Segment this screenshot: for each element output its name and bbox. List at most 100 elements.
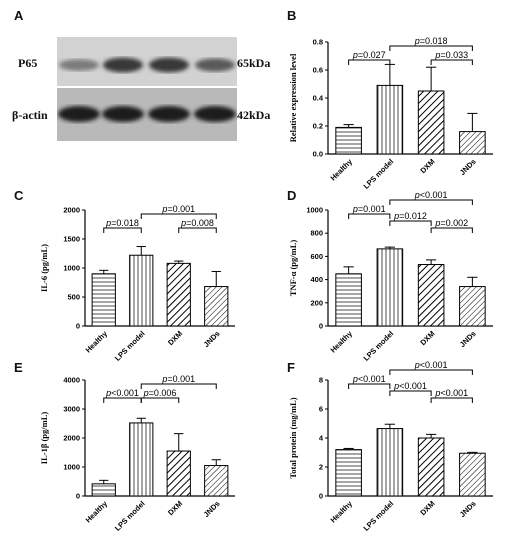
y-tick-label: 0 (76, 322, 80, 331)
p-value-label: p=0.001 (161, 204, 195, 214)
bar (459, 452, 486, 497)
bar (459, 286, 486, 327)
category-label: JNDs (458, 329, 478, 349)
bar (129, 254, 154, 327)
p-value-label: p<0.001 (393, 381, 427, 391)
y-tick-label: 0.0 (313, 150, 323, 159)
category-label: JNDs (202, 499, 222, 519)
y-tick-label: 500 (67, 293, 80, 302)
p-value-label: p=0.012 (393, 211, 427, 221)
p-value-label: p<0.001 (414, 360, 448, 370)
chart-tnf-alpha: 0 200 400 600 800 1000 TNF-α (pg/mL) Healthy LPS… (288, 190, 493, 363)
p65-band (149, 57, 189, 73)
p65-band (59, 59, 99, 71)
y-axis-title: Total protein (mg/mL) (288, 397, 298, 478)
bar (417, 437, 445, 497)
significance-bracket: p=0.008 (178, 218, 217, 233)
panel-letter-a: A (14, 8, 24, 23)
y-tick-label: 4000 (63, 376, 80, 385)
y-tick-label: 3000 (63, 405, 80, 414)
category-label: DXM (166, 329, 184, 347)
category-label: Healthy (329, 498, 355, 524)
actin-band (102, 106, 144, 122)
p-value-label: p=0.002 (434, 218, 468, 228)
category-label: DXM (418, 329, 436, 347)
category-label: LPS model (113, 329, 147, 363)
p65-band (103, 57, 143, 73)
category-label: Healthy (329, 156, 355, 182)
blot-actin-kda: 42kDa (237, 108, 271, 122)
y-tick-label: 0 (76, 492, 80, 501)
chart-il6: 0 500 1000 1500 2000 IL-6 (pg/mL) Healthy LPS m… (39, 204, 235, 363)
category-label: Healthy (329, 328, 355, 354)
panel-letter-e: E (14, 360, 23, 375)
significance-bracket: p=0.001 (140, 204, 217, 219)
bar (376, 84, 404, 155)
actin-band (58, 106, 100, 122)
significance-bracket: p<0.001 (103, 388, 142, 403)
western-blot-image (57, 37, 237, 141)
y-tick-label: 0.6 (313, 66, 323, 75)
significance-bracket: p=0.018 (389, 36, 473, 51)
p-value-label: p=0.006 (143, 388, 177, 398)
significance-bracket: p<0.001 (430, 388, 473, 403)
y-tick-label: 200 (310, 298, 323, 307)
chart-relative-expression: 0.0 0.2 0.4 0.6 0.8 Relative expression level… (288, 36, 493, 191)
significance-bracket: p<0.001 (389, 381, 432, 396)
p-value-label: p=0.027 (352, 50, 386, 60)
blot-p65-bands (59, 57, 235, 73)
significance-bracket: p=0.027 (348, 50, 391, 65)
significance-bracket: p=0.012 (389, 211, 432, 226)
p-value-label: p<0.001 (434, 388, 468, 398)
y-axis-title: IL-6 (pg/mL) (39, 244, 49, 292)
y-tick-label: 0.2 (313, 122, 323, 131)
bar (129, 422, 154, 497)
p-value-label: p<0.001 (352, 374, 386, 384)
category-label: JNDs (202, 329, 222, 349)
panel-letter-d: D (287, 188, 297, 203)
category-label: JNDs (458, 499, 478, 519)
blot-p65-label: P65 (18, 56, 38, 70)
bar (459, 131, 486, 155)
significance-bracket: p=0.001 (348, 204, 391, 219)
bar (335, 449, 362, 497)
p-value-label: p=0.008 (180, 218, 214, 228)
bar (204, 286, 229, 327)
y-tick-label: 1000 (63, 264, 80, 273)
significance-bracket: p=0.033 (430, 50, 473, 65)
y-tick-label: 2000 (63, 434, 80, 443)
y-axis-title: TNF-α (pg/mL) (288, 240, 298, 297)
chart-total-protein: 0 2 4 6 8 Total protein (mg/mL) Healthy LPS mod… (288, 360, 493, 533)
panel-letter-c: C (14, 188, 24, 203)
bar (166, 450, 191, 497)
bar (91, 483, 116, 497)
y-tick-label: 0 (319, 322, 323, 331)
significance-bracket: p=0.001 (140, 374, 217, 389)
category-label: Healthy (84, 498, 110, 524)
blot-p65-kda: 65kDa (237, 56, 271, 70)
category-label: JNDs (458, 157, 478, 177)
category-label: DXM (418, 499, 436, 517)
bar (417, 264, 445, 327)
category-label: DXM (166, 499, 184, 517)
y-tick-label: 4 (319, 434, 324, 443)
y-tick-label: 2 (319, 463, 323, 472)
category-label: Healthy (84, 328, 110, 354)
blot-actin-bands (58, 106, 236, 122)
category-label: LPS model (113, 499, 147, 533)
p-value-label: p=0.033 (434, 50, 468, 60)
actin-band (194, 106, 236, 122)
y-tick-label: 0.8 (313, 38, 323, 47)
y-axis-title: IL-1β (pg/mL) (39, 412, 49, 465)
significance-bracket: p<0.001 (389, 360, 473, 375)
panel-letter-b: B (287, 8, 297, 23)
panel-letter-f: F (287, 360, 295, 375)
y-tick-label: 800 (310, 229, 323, 238)
p-value-label: p<0.001 (414, 190, 448, 200)
y-tick-label: 600 (310, 252, 323, 261)
y-tick-label: 6 (319, 405, 323, 414)
significance-bracket: p=0.018 (103, 218, 142, 233)
y-tick-label: 400 (310, 275, 323, 284)
y-axis-title: Relative expression level (288, 53, 298, 142)
y-tick-label: 8 (319, 376, 323, 385)
